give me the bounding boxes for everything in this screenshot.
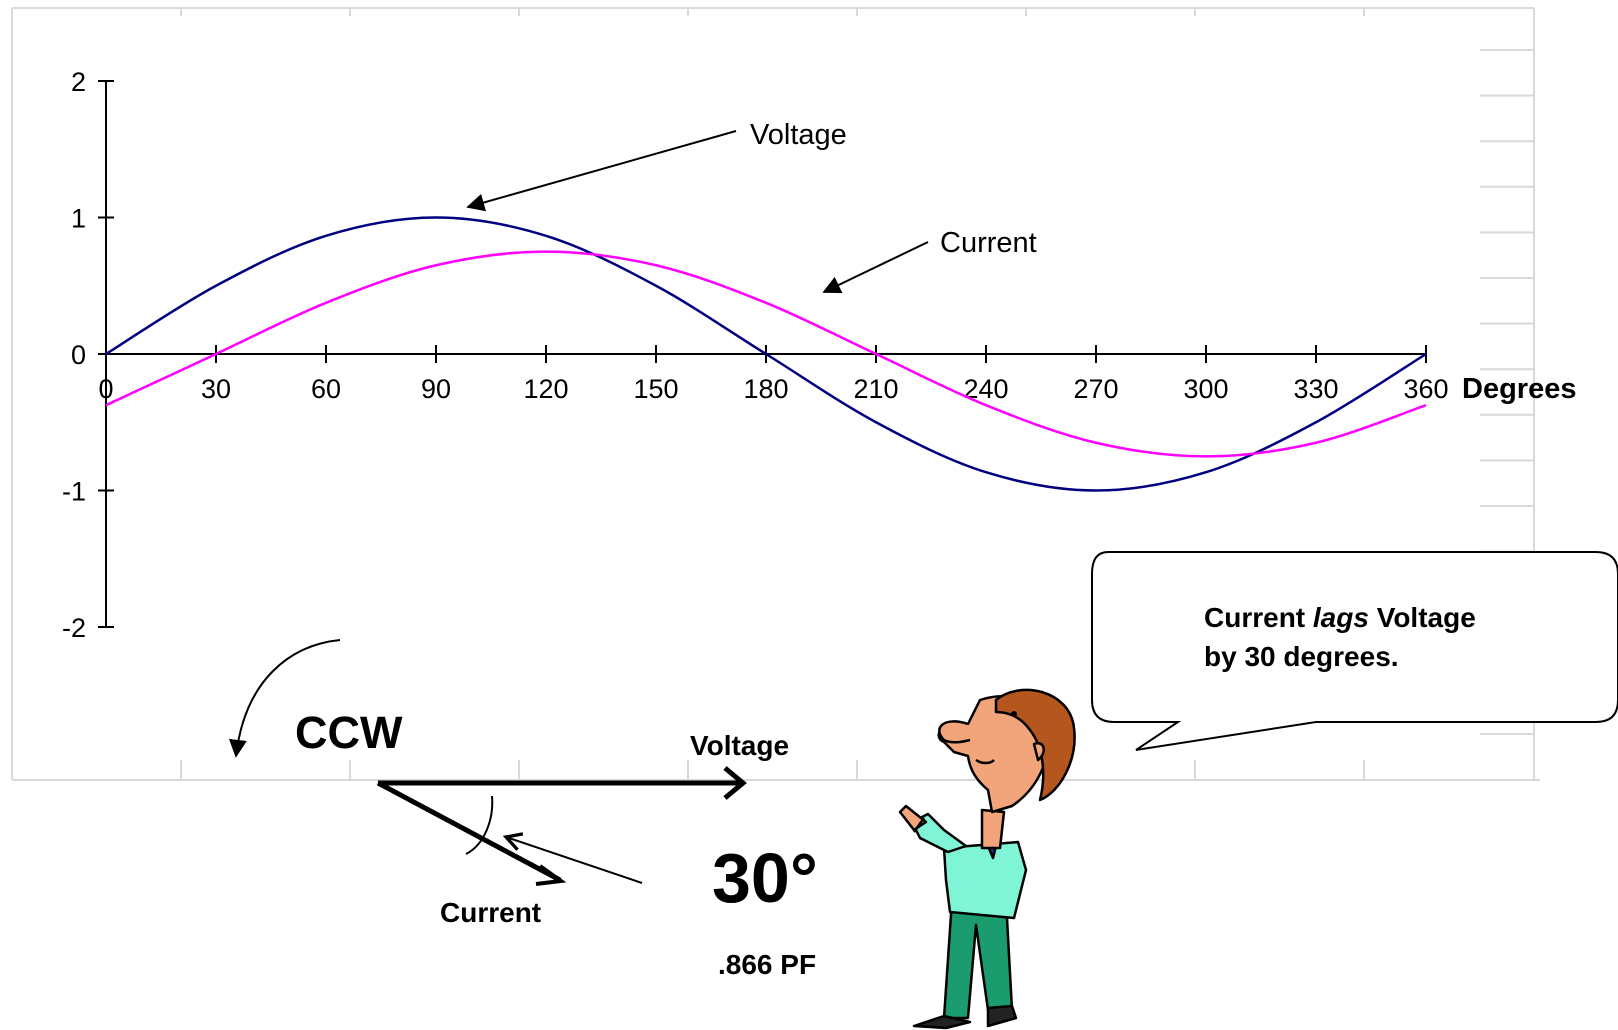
current-phasor-label: Current bbox=[440, 897, 541, 928]
ccw-label: CCW bbox=[295, 707, 403, 758]
angle-arc bbox=[465, 795, 494, 855]
chart-frame bbox=[11, 7, 1540, 781]
x-tick-label: 150 bbox=[633, 374, 678, 404]
x-tick-label: 300 bbox=[1183, 374, 1228, 404]
speech-line1-part-c: Voltage bbox=[1369, 602, 1476, 633]
angle-pointer-arrow bbox=[506, 837, 643, 884]
current-annotation: Current bbox=[822, 227, 1037, 294]
x-tick-label: 120 bbox=[523, 374, 568, 404]
x-tick-label: 210 bbox=[853, 374, 898, 404]
x-tick-label: 0 bbox=[98, 374, 113, 404]
power-factor-label: .866 PF bbox=[718, 949, 816, 980]
voltage-phasor bbox=[378, 766, 747, 800]
voltage-annotation: Voltage bbox=[466, 119, 847, 212]
speech-bubble-line1: Current lags Voltage bbox=[1204, 602, 1476, 633]
x-axis-label: Degrees bbox=[1462, 373, 1576, 405]
x-tick-label: 180 bbox=[743, 374, 788, 404]
x-tick-label: 330 bbox=[1293, 374, 1338, 404]
y-tick-label: 0 bbox=[71, 340, 86, 370]
speech-bubble-line2: by 30 degrees. bbox=[1204, 641, 1399, 672]
angle-label: 30° bbox=[712, 839, 818, 917]
x-tick-label: 60 bbox=[311, 374, 341, 404]
voltage-annotation-label: Voltage bbox=[750, 119, 847, 151]
x-tick-label: 360 bbox=[1403, 374, 1448, 404]
x-tick-label: 270 bbox=[1073, 374, 1118, 404]
current-series-line bbox=[105, 250, 1427, 458]
speech-line1-part-a: Current bbox=[1204, 602, 1313, 633]
voltage-series-line bbox=[105, 216, 1427, 492]
ccw-rotation-arrow bbox=[228, 639, 341, 758]
pointing-man-icon bbox=[898, 688, 1076, 1030]
y-tick-label: -2 bbox=[62, 613, 86, 643]
y-ticks: 2 1 0 -1 -2 bbox=[62, 67, 114, 643]
chart-frame-ticks bbox=[180, 8, 1534, 780]
x-ticks: 0 30 60 90 120 150 180 210 240 270 300 330 360 bbox=[98, 345, 1449, 404]
speech-bubble: Current lags Voltage by 30 degrees. bbox=[1091, 551, 1618, 751]
y-tick-label: 2 bbox=[71, 67, 86, 97]
current-phasor bbox=[376, 780, 567, 886]
speech-line1-emphasis: lags bbox=[1313, 602, 1369, 633]
series-layer bbox=[105, 216, 1427, 492]
y-tick-label: 1 bbox=[71, 204, 86, 234]
x-tick-label: 30 bbox=[201, 374, 231, 404]
current-annotation-label: Current bbox=[940, 227, 1037, 259]
y-tick-label: -1 bbox=[62, 477, 86, 507]
x-tick-label: 90 bbox=[421, 374, 451, 404]
voltage-phasor-label: Voltage bbox=[690, 730, 789, 761]
